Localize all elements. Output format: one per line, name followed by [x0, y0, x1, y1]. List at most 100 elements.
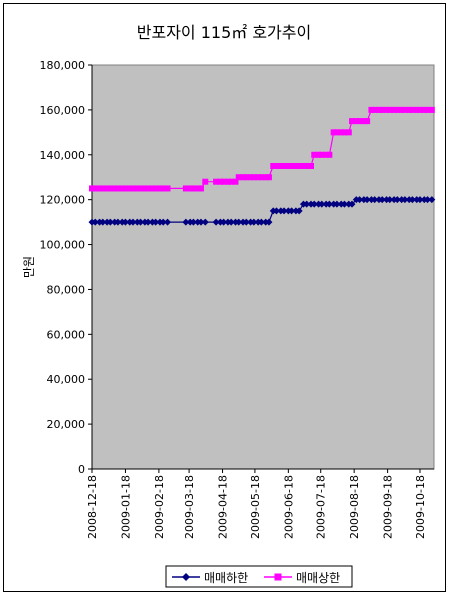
data-point: [257, 218, 265, 226]
x-tick-label: 2009-04-18: [217, 475, 230, 539]
legend: 매매하한 매매상한: [165, 565, 353, 588]
data-point: [149, 185, 156, 192]
data-point: [272, 207, 280, 215]
data-point: [262, 174, 269, 181]
data-point: [258, 174, 265, 181]
data-point: [311, 151, 318, 158]
data-point: [341, 129, 348, 136]
data-point: [409, 106, 416, 113]
x-tick-label: 2009-07-18: [315, 475, 328, 539]
data-point: [386, 106, 393, 113]
data-point: [295, 207, 303, 215]
data-point: [296, 163, 303, 169]
data-point: [338, 129, 345, 136]
data-point: [144, 218, 152, 226]
data-point: [129, 218, 137, 226]
data-point: [243, 174, 250, 181]
data-point: [363, 196, 371, 204]
data-point: [129, 185, 136, 192]
data-point: [270, 163, 277, 169]
data-point: [277, 163, 284, 169]
data-point: [242, 218, 250, 226]
data-point: [368, 106, 375, 113]
legend-item-low: 매매하한: [172, 571, 248, 585]
y-axis: 0 20,000 40,000 60,000 80,000 100,000 120,000 1…: [40, 59, 93, 476]
y-tick-label: 20,000: [47, 418, 86, 431]
data-point: [288, 207, 296, 215]
data-point: [375, 106, 382, 113]
data-point: [91, 218, 99, 226]
data-point: [356, 196, 364, 204]
y-tick-label: 0: [78, 463, 85, 476]
data-point: [224, 178, 231, 185]
data-point: [391, 106, 398, 113]
data-point: [114, 185, 121, 192]
data-point: [227, 218, 235, 226]
data-point: [360, 118, 367, 125]
data-point: [137, 185, 144, 192]
data-point: [421, 106, 428, 113]
data-point: [424, 106, 431, 113]
data-point: [280, 207, 288, 215]
y-axis-label: 만원: [22, 256, 36, 278]
data-point: [326, 151, 333, 158]
data-point: [99, 218, 107, 226]
data-point: [281, 163, 288, 169]
data-point: [285, 163, 292, 169]
diamond-marker-icon: [182, 573, 190, 581]
data-point: [300, 163, 307, 169]
data-point: [250, 218, 258, 226]
legend-label-high: 매매상한: [296, 571, 340, 585]
data-point: [345, 129, 352, 136]
data-point: [393, 196, 401, 204]
data-point: [348, 200, 356, 208]
data-point: [424, 196, 432, 204]
y-tick-label: 160,000: [40, 104, 86, 117]
x-tick-label: 2009-05-18: [249, 475, 262, 539]
data-point: [232, 178, 239, 185]
data-point: [292, 163, 299, 169]
data-point: [164, 218, 172, 226]
data-point: [353, 118, 360, 125]
data-point: [228, 178, 235, 185]
data-point: [121, 218, 129, 226]
data-point: [371, 106, 378, 113]
data-point: [220, 218, 228, 226]
x-tick-label: 2009-08-18: [348, 475, 361, 539]
data-point: [288, 163, 295, 169]
data-point: [182, 185, 189, 192]
data-point: [141, 185, 148, 192]
data-point: [111, 185, 118, 192]
data-point: [240, 174, 247, 181]
x-tick-label: 2009-06-18: [282, 475, 295, 539]
y-tick-label: 60,000: [47, 328, 86, 341]
data-point: [156, 185, 163, 192]
data-point: [202, 178, 209, 185]
data-point: [406, 106, 413, 113]
x-tick-label: 2009-09-18: [382, 475, 395, 539]
data-point: [96, 185, 103, 192]
y-tick-label: 180,000: [40, 59, 86, 72]
data-point: [159, 218, 167, 226]
data-point: [333, 200, 341, 208]
data-point: [189, 218, 197, 226]
data-point: [310, 200, 318, 208]
data-point: [89, 185, 95, 192]
data-point: [160, 185, 167, 192]
data-point: [99, 185, 106, 192]
data-point: [235, 174, 242, 181]
data-point: [401, 196, 409, 204]
legend-box: [165, 565, 353, 588]
data-point: [315, 151, 322, 158]
data-point: [318, 151, 325, 158]
data-point: [308, 163, 315, 169]
data-point: [164, 185, 171, 192]
data-point: [250, 174, 257, 181]
data-point: [134, 185, 141, 192]
data-point: [349, 118, 356, 125]
data-point: [265, 174, 272, 181]
y-tick-label: 100,000: [40, 239, 86, 252]
x-tick-label: 2008-12-18: [86, 475, 99, 539]
data-point: [428, 106, 435, 113]
